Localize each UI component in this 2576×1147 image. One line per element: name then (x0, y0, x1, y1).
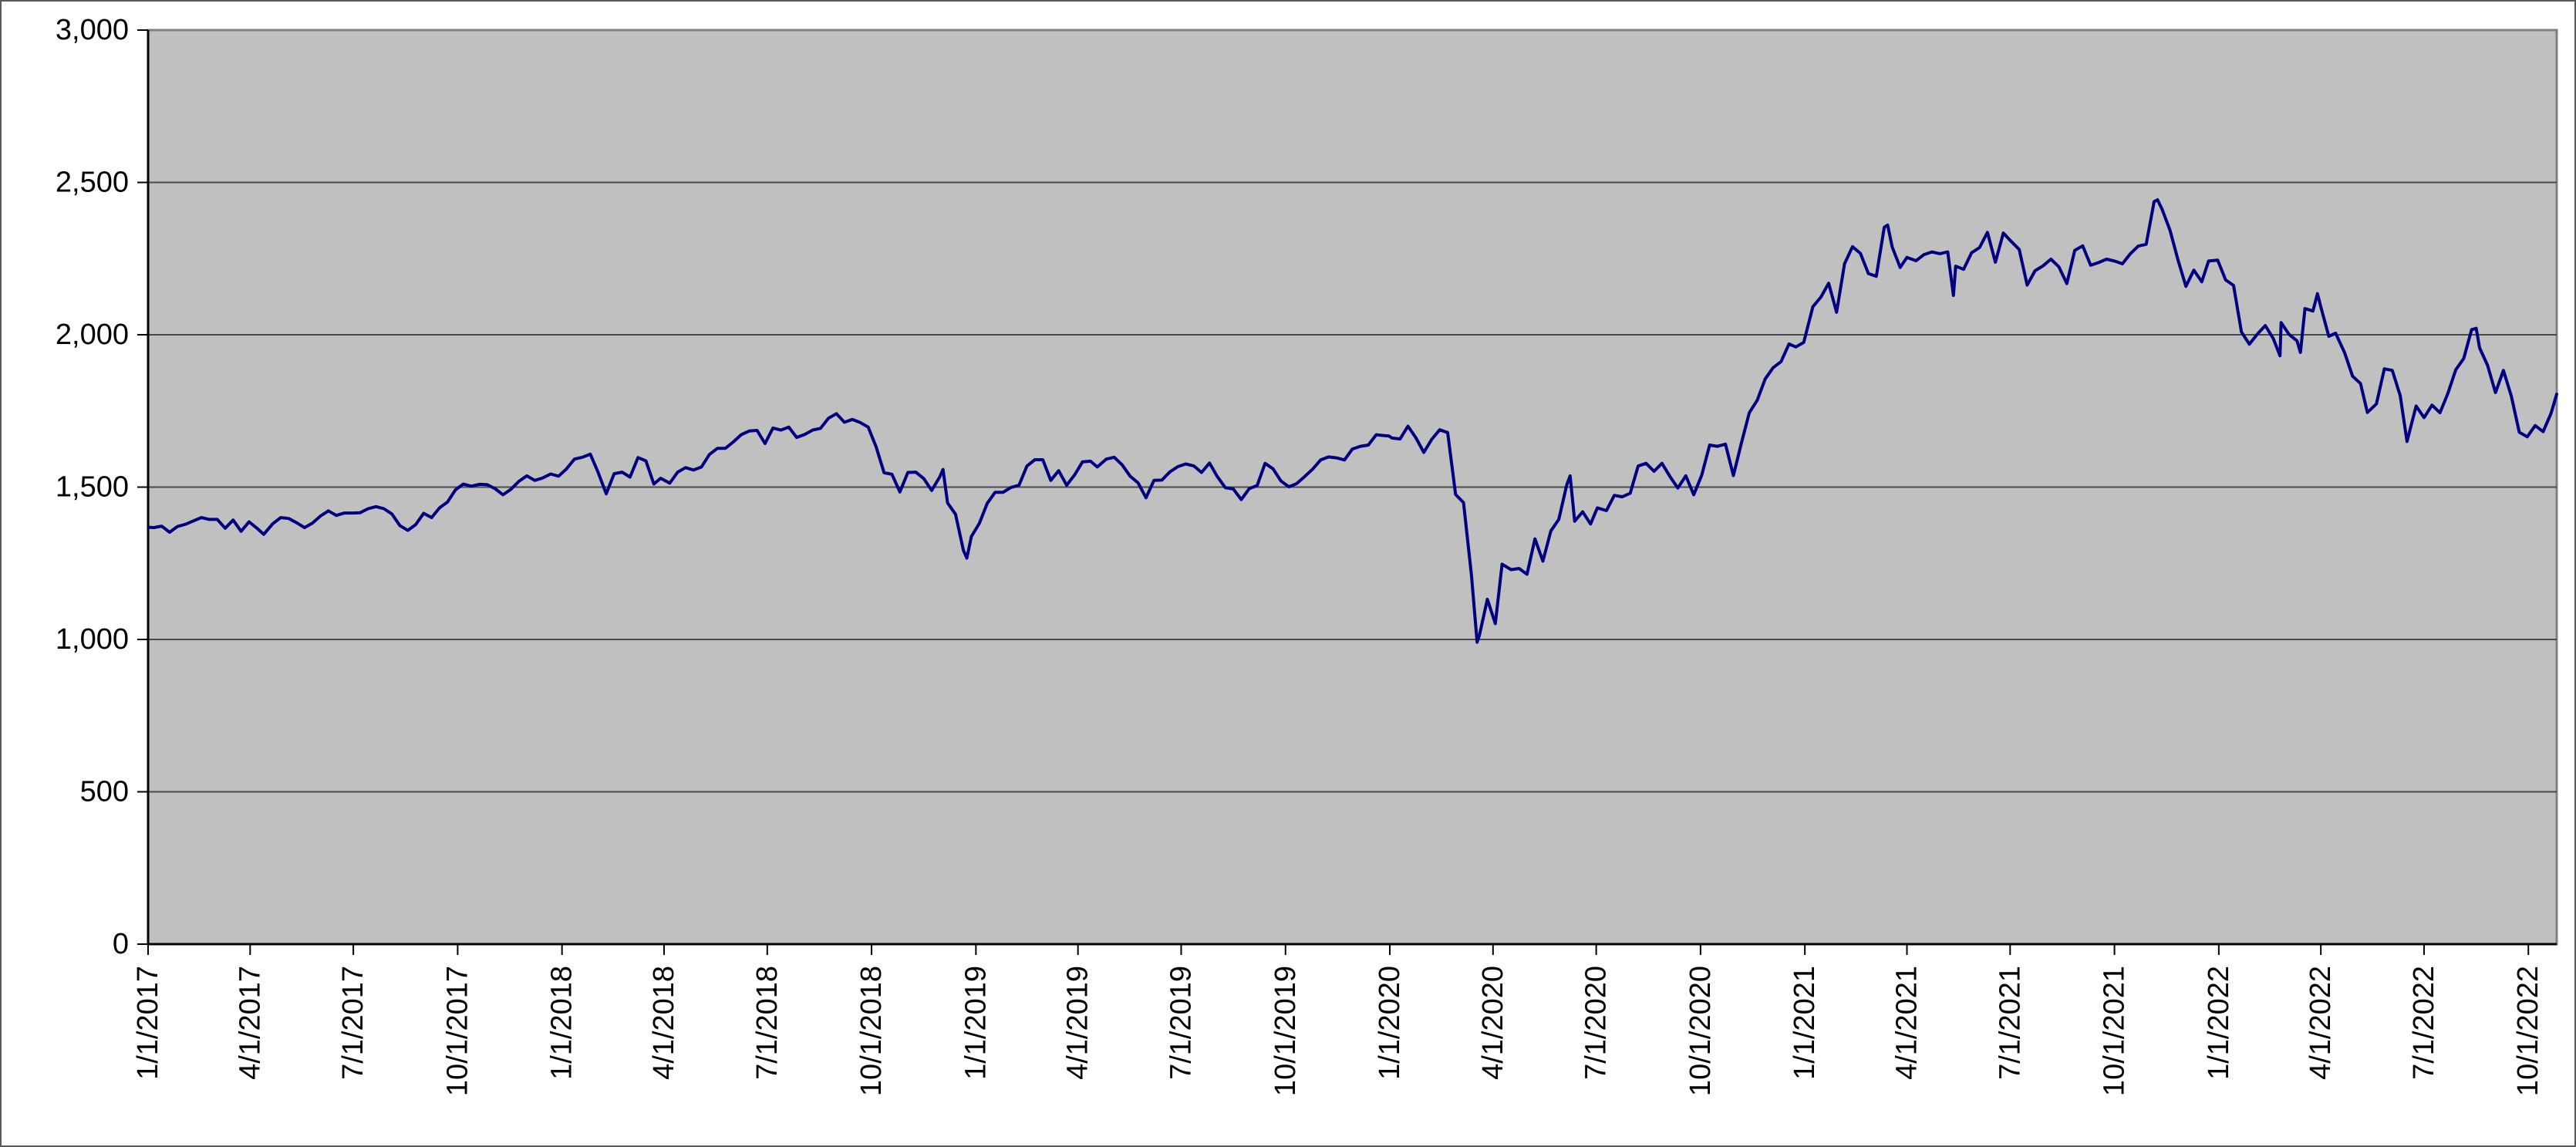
data-series-line (147, 198, 2558, 644)
x-axis-label: 4/1/2019 (1062, 966, 1094, 1080)
axis-ticks (137, 29, 2530, 955)
x-axis-label: 1/1/2018 (546, 966, 578, 1080)
y-axis-label: 2,500 (56, 167, 129, 199)
x-axis-label: 1/1/2019 (959, 966, 992, 1080)
x-axis-label: 1/1/2022 (2203, 966, 2235, 1080)
x-axis-label: 4/1/2017 (234, 966, 266, 1080)
x-axis-label: 7/1/2017 (337, 966, 369, 1080)
y-axis-labels: 0 500 1,000 1,500 2,000 2,500 3,000 (56, 14, 129, 960)
x-axis-label: 10/1/2021 (2099, 966, 2131, 1096)
x-axis-label: 4/1/2020 (1477, 966, 1509, 1080)
gridlines (148, 181, 2557, 793)
x-axis-label: 1/1/2020 (1374, 966, 1406, 1080)
x-axis-label: 10/1/2018 (855, 966, 888, 1096)
y-axis-label: 2,000 (56, 319, 129, 351)
x-axis-label: 7/1/2018 (751, 966, 784, 1080)
y-axis-label: 1,000 (56, 623, 129, 656)
x-axis-label: 10/1/2019 (1269, 966, 1302, 1096)
x-axis-label: 7/1/2019 (1165, 966, 1197, 1080)
x-axis-label: 10/1/2020 (1684, 966, 1717, 1096)
data-series (147, 198, 2558, 644)
x-axis-label: 4/1/2018 (648, 966, 680, 1080)
x-axis-label: 7/1/2021 (1994, 966, 2026, 1080)
x-axis-label: 7/1/2020 (1580, 966, 1613, 1080)
x-axis-label: 10/1/2022 (2512, 966, 2544, 1096)
x-axis-label: 4/1/2021 (1890, 966, 1923, 1080)
y-axis-label: 0 (113, 928, 129, 960)
x-axis-label: 10/1/2017 (441, 966, 474, 1096)
x-axis-label: 7/1/2022 (2408, 966, 2440, 1080)
y-axis-label: 500 (80, 776, 129, 808)
x-axis-label: 1/1/2017 (132, 966, 164, 1080)
x-axis-label: 1/1/2021 (1789, 966, 1821, 1080)
y-axis-label: 1,500 (56, 471, 129, 504)
y-axis-label: 3,000 (56, 14, 129, 46)
x-axis-label: 4/1/2022 (2305, 966, 2337, 1080)
x-axis-labels: 1/1/2017 4/1/2017 7/1/2017 10/1/2017 1/1/201… (132, 966, 2544, 1096)
